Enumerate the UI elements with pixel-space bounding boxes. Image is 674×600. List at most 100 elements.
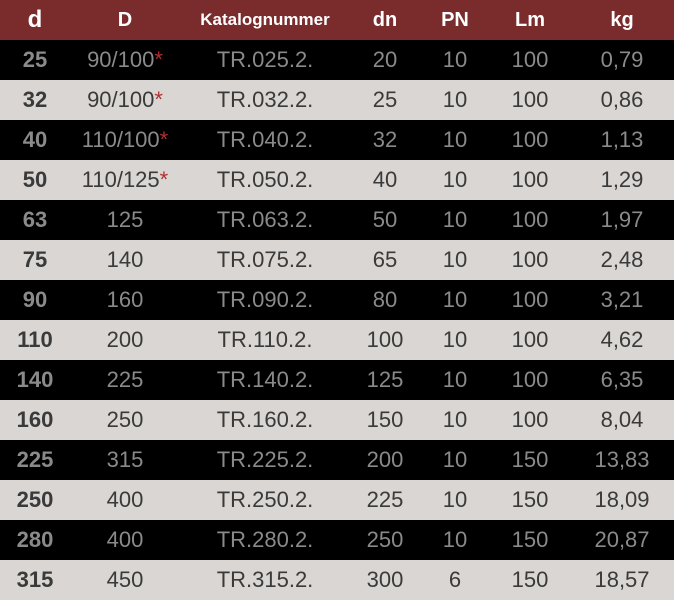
cell-d: 75 bbox=[0, 240, 70, 280]
cell-katalognummer: TR.315.2. bbox=[180, 560, 350, 600]
cell-katalognummer: TR.250.2. bbox=[180, 480, 350, 520]
cell-lm: 100 bbox=[490, 40, 570, 80]
cell-kg: 2,48 bbox=[570, 240, 674, 280]
cell-D: 200 bbox=[70, 320, 180, 360]
cell-lm: 100 bbox=[490, 400, 570, 440]
cell-kg: 18,09 bbox=[570, 480, 674, 520]
cell-dn: 100 bbox=[350, 320, 420, 360]
cell-pn: 10 bbox=[420, 360, 490, 400]
cell-katalognummer: TR.280.2. bbox=[180, 520, 350, 560]
table-row: 75140TR.075.2.65101002,48 bbox=[0, 240, 674, 280]
cell-d: 160 bbox=[0, 400, 70, 440]
specification-table: d D Katalognummer dn PN Lm kg 2590/100*T… bbox=[0, 0, 674, 600]
cell-katalognummer: TR.225.2. bbox=[180, 440, 350, 480]
cell-lm: 100 bbox=[490, 120, 570, 160]
cell-pn: 10 bbox=[420, 400, 490, 440]
cell-lm: 100 bbox=[490, 160, 570, 200]
asterisk-marker: * bbox=[154, 47, 163, 72]
table-row: 280400TR.280.2.2501015020,87 bbox=[0, 520, 674, 560]
cell-d: 110 bbox=[0, 320, 70, 360]
cell-D: 225 bbox=[70, 360, 180, 400]
cell-pn: 10 bbox=[420, 80, 490, 120]
cell-D: 110/100* bbox=[70, 120, 180, 160]
cell-dn: 200 bbox=[350, 440, 420, 480]
header-kg: kg bbox=[570, 0, 674, 40]
table-row: 40110/100*TR.040.2.32101001,13 bbox=[0, 120, 674, 160]
header-dn: dn bbox=[350, 0, 420, 40]
cell-pn: 6 bbox=[420, 560, 490, 600]
cell-d: 63 bbox=[0, 200, 70, 240]
cell-pn: 10 bbox=[420, 280, 490, 320]
cell-d: 315 bbox=[0, 560, 70, 600]
cell-dn: 50 bbox=[350, 200, 420, 240]
cell-pn: 10 bbox=[420, 40, 490, 80]
cell-katalognummer: TR.063.2. bbox=[180, 200, 350, 240]
cell-dn: 80 bbox=[350, 280, 420, 320]
cell-lm: 100 bbox=[490, 280, 570, 320]
cell-lm: 100 bbox=[490, 240, 570, 280]
table-row: 50110/125*TR.050.2.40101001,29 bbox=[0, 160, 674, 200]
header-pn: PN bbox=[420, 0, 490, 40]
cell-kg: 4,62 bbox=[570, 320, 674, 360]
table-row: 90160TR.090.2.80101003,21 bbox=[0, 280, 674, 320]
cell-lm: 100 bbox=[490, 320, 570, 360]
table-row: 63125TR.063.2.50101001,97 bbox=[0, 200, 674, 240]
cell-dn: 65 bbox=[350, 240, 420, 280]
table-row: 225315TR.225.2.2001015013,83 bbox=[0, 440, 674, 480]
cell-D: 400 bbox=[70, 520, 180, 560]
cell-d: 140 bbox=[0, 360, 70, 400]
cell-pn: 10 bbox=[420, 160, 490, 200]
cell-D: 125 bbox=[70, 200, 180, 240]
table-row: 250400TR.250.2.2251015018,09 bbox=[0, 480, 674, 520]
cell-pn: 10 bbox=[420, 480, 490, 520]
cell-d: 50 bbox=[0, 160, 70, 200]
cell-lm: 150 bbox=[490, 560, 570, 600]
cell-katalognummer: TR.160.2. bbox=[180, 400, 350, 440]
header-D: D bbox=[70, 0, 180, 40]
table-header: d D Katalognummer dn PN Lm kg bbox=[0, 0, 674, 40]
cell-d: 90 bbox=[0, 280, 70, 320]
cell-pn: 10 bbox=[420, 440, 490, 480]
asterisk-marker: * bbox=[154, 87, 163, 112]
cell-kg: 18,57 bbox=[570, 560, 674, 600]
cell-d: 225 bbox=[0, 440, 70, 480]
cell-kg: 20,87 bbox=[570, 520, 674, 560]
header-lm: Lm bbox=[490, 0, 570, 40]
cell-D: 90/100* bbox=[70, 80, 180, 120]
cell-D: 110/125* bbox=[70, 160, 180, 200]
cell-dn: 300 bbox=[350, 560, 420, 600]
cell-pn: 10 bbox=[420, 200, 490, 240]
cell-katalognummer: TR.025.2. bbox=[180, 40, 350, 80]
cell-kg: 13,83 bbox=[570, 440, 674, 480]
cell-dn: 40 bbox=[350, 160, 420, 200]
cell-pn: 10 bbox=[420, 520, 490, 560]
cell-dn: 125 bbox=[350, 360, 420, 400]
cell-pn: 10 bbox=[420, 240, 490, 280]
cell-lm: 150 bbox=[490, 480, 570, 520]
cell-lm: 100 bbox=[490, 200, 570, 240]
cell-dn: 225 bbox=[350, 480, 420, 520]
cell-dn: 20 bbox=[350, 40, 420, 80]
header-d: d bbox=[0, 0, 70, 40]
cell-d: 250 bbox=[0, 480, 70, 520]
cell-D: 140 bbox=[70, 240, 180, 280]
cell-katalognummer: TR.090.2. bbox=[180, 280, 350, 320]
cell-pn: 10 bbox=[420, 120, 490, 160]
cell-kg: 3,21 bbox=[570, 280, 674, 320]
table-row: 3290/100*TR.032.2.25101000,86 bbox=[0, 80, 674, 120]
cell-lm: 100 bbox=[490, 360, 570, 400]
cell-D: 250 bbox=[70, 400, 180, 440]
cell-D: 450 bbox=[70, 560, 180, 600]
cell-lm: 100 bbox=[490, 80, 570, 120]
asterisk-marker: * bbox=[160, 127, 169, 152]
cell-katalognummer: TR.075.2. bbox=[180, 240, 350, 280]
cell-kg: 0,86 bbox=[570, 80, 674, 120]
cell-kg: 1,29 bbox=[570, 160, 674, 200]
cell-kg: 6,35 bbox=[570, 360, 674, 400]
cell-d: 25 bbox=[0, 40, 70, 80]
table-row: 140225TR.140.2.125101006,35 bbox=[0, 360, 674, 400]
cell-dn: 32 bbox=[350, 120, 420, 160]
table-row: 2590/100*TR.025.2.20101000,79 bbox=[0, 40, 674, 80]
cell-katalognummer: TR.140.2. bbox=[180, 360, 350, 400]
cell-D: 315 bbox=[70, 440, 180, 480]
